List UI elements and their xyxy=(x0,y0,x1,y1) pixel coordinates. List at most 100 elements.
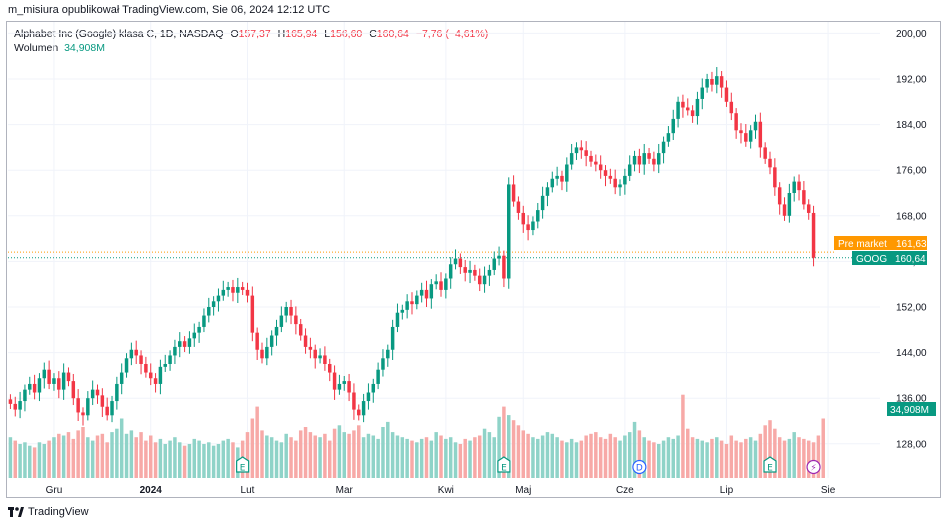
volume-bar xyxy=(700,440,705,478)
volume-bar xyxy=(637,430,642,478)
volume-bar xyxy=(598,437,603,478)
candle-body xyxy=(569,153,574,165)
candle-body xyxy=(458,258,463,268)
candle-body xyxy=(327,364,332,373)
candle-body xyxy=(168,355,172,364)
candle-body xyxy=(148,372,153,379)
candle-body xyxy=(76,398,80,413)
x-tick-label: 2024 xyxy=(140,485,163,496)
x-tick-label: Kwi xyxy=(438,485,454,496)
candle-body xyxy=(255,332,259,350)
y-tick-label: 168,00 xyxy=(896,211,927,222)
candle-body xyxy=(550,178,555,188)
volume-bar xyxy=(274,440,279,478)
candle-body xyxy=(748,130,753,142)
publisher-line: m_misiura opublikował TradingView.com, S… xyxy=(8,4,331,16)
candle-body xyxy=(386,349,390,359)
volume-bar xyxy=(453,442,458,478)
volume-bar xyxy=(298,430,303,478)
candle-body xyxy=(715,76,719,85)
volume-bar xyxy=(739,442,743,478)
candle-body xyxy=(434,281,438,285)
candle-body xyxy=(710,79,714,85)
candle-body xyxy=(337,383,342,390)
candle-body xyxy=(468,269,472,273)
candle-body xyxy=(144,364,148,373)
volume-bar xyxy=(681,394,685,478)
candle-body xyxy=(623,175,627,185)
volume-bar xyxy=(66,432,71,478)
volume-bar xyxy=(497,416,501,478)
candle-body xyxy=(492,258,496,270)
volume-bar xyxy=(792,432,796,478)
candle-body xyxy=(371,383,376,393)
candle-body xyxy=(352,392,356,410)
footer-brand[interactable]: TradingView xyxy=(8,506,89,518)
y-tick-label: 128,00 xyxy=(896,439,927,450)
candle-body xyxy=(666,133,671,142)
y-tick-label: 144,00 xyxy=(896,348,927,359)
candle-body xyxy=(424,289,429,299)
candle-body xyxy=(95,389,100,396)
candle-body xyxy=(671,118,675,134)
candle-body xyxy=(153,378,158,384)
volume-bar xyxy=(279,442,284,478)
candle-body xyxy=(381,358,385,370)
candlesticks xyxy=(8,67,816,426)
volume-bar xyxy=(371,435,376,478)
candle-body xyxy=(139,355,143,364)
volume-bar xyxy=(100,433,105,478)
candle-body xyxy=(124,358,129,373)
volume-bar xyxy=(337,425,342,478)
y-tick-label: 192,00 xyxy=(896,75,927,86)
x-tick-label: Lip xyxy=(720,485,734,496)
volume-bar xyxy=(565,442,569,478)
candle-body xyxy=(231,287,235,293)
candle-body xyxy=(57,378,61,390)
volume-bar xyxy=(216,444,221,478)
volume-bar xyxy=(76,430,80,478)
symbol-tag-label: GOOG xyxy=(856,254,887,265)
volume-bar xyxy=(695,438,700,478)
volume-bar xyxy=(37,442,42,478)
candle-body xyxy=(705,79,709,88)
price-tags: Pre market 161,63 GOOG 160,64 34,908M xyxy=(834,236,936,416)
candle-body xyxy=(18,401,22,410)
volume-bar xyxy=(124,433,129,478)
candle-body xyxy=(724,87,729,102)
candle-body xyxy=(565,164,569,182)
volume-bar xyxy=(52,437,56,478)
last-price-tag-bg xyxy=(852,251,927,265)
volume-bar xyxy=(608,433,613,478)
candle-body xyxy=(744,133,748,142)
candle-body xyxy=(463,267,467,273)
candle-body xyxy=(686,107,690,111)
volume-bar xyxy=(352,430,356,478)
volume-bar xyxy=(603,438,608,478)
volume-bar xyxy=(318,437,322,478)
event-marker-label: D xyxy=(636,464,643,474)
volume-bar xyxy=(642,437,646,478)
candle-body xyxy=(298,324,303,336)
candle-body xyxy=(226,287,230,290)
volume-bar xyxy=(144,440,148,478)
volume-label[interactable]: Wolumen xyxy=(14,42,59,54)
candle-body xyxy=(598,164,603,171)
candle-body xyxy=(390,326,395,350)
symbol-title[interactable]: Alphabet Inc (Google) klasa C, 1D, NASDA… xyxy=(14,28,224,40)
volume-bar xyxy=(482,428,487,478)
candle-body xyxy=(502,255,506,279)
volume-legend: Wolumen 34,908M xyxy=(14,42,105,54)
candle-body xyxy=(100,395,105,407)
candle-body xyxy=(61,372,66,390)
volume-bar xyxy=(153,442,158,478)
footer-brand-label: TradingView xyxy=(28,506,89,518)
candle-body xyxy=(473,269,477,276)
high-value: 165,94 xyxy=(285,28,318,40)
candle-body xyxy=(197,326,201,333)
volume-bar xyxy=(492,437,496,478)
candle-body xyxy=(647,153,651,159)
candle-body xyxy=(202,315,206,327)
volume-bar xyxy=(521,430,526,478)
